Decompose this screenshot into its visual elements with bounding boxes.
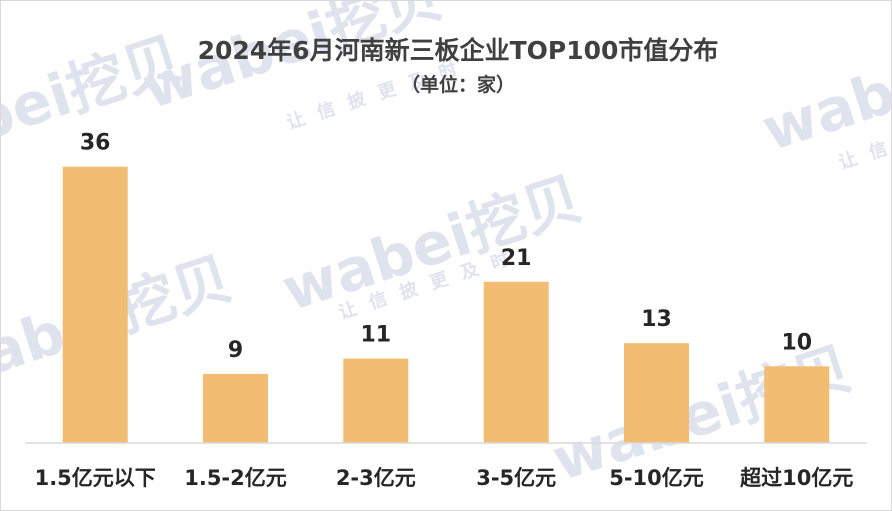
- bars-layer: 36 1.5亿元以下 9 1.5-2亿元 11 2-3亿元 21 3-5亿元 13 5-10亿元 1…: [35, 131, 854, 490]
- data-label: 36: [80, 131, 111, 156]
- bar: [62, 166, 128, 443]
- bar: [343, 358, 409, 443]
- data-label: 10: [781, 330, 812, 355]
- bar: [624, 343, 689, 443]
- x-tick-label: 1.5亿元以下: [35, 466, 156, 490]
- data-label: 9: [228, 338, 243, 363]
- chart-subtitle: （单位：家）: [401, 73, 515, 96]
- watermark-brand: wabei挖贝: [754, 4, 891, 164]
- bar: [483, 281, 549, 443]
- data-label: 21: [501, 246, 532, 271]
- chart-title: 2024年6月河南新三板企业TOP100市值分布: [198, 36, 719, 65]
- bar: [203, 373, 268, 443]
- x-tick-label: 2-3亿元: [336, 466, 416, 490]
- x-tick-label: 3-5亿元: [476, 466, 556, 490]
- bar: [764, 366, 830, 444]
- x-tick-label: 5-10亿元: [609, 466, 704, 490]
- data-label: 11: [360, 323, 391, 348]
- x-tick-label: 1.5-2亿元: [184, 466, 287, 490]
- data-label: 13: [641, 307, 672, 332]
- x-tick-label: 超过10亿元: [740, 466, 853, 490]
